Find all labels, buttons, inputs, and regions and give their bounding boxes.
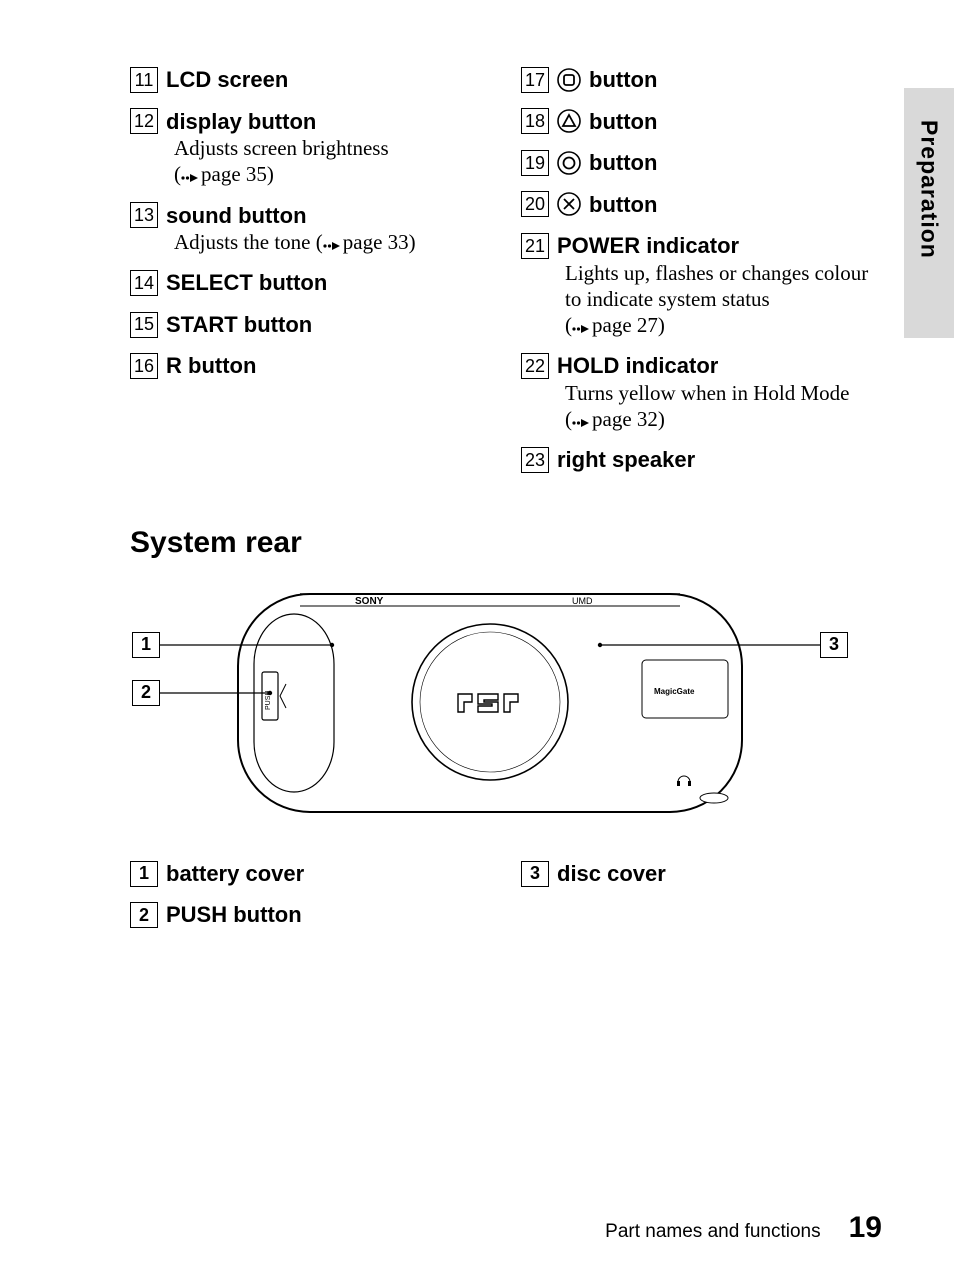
- page-number: 19: [849, 1211, 882, 1245]
- page-ref: (page 33): [316, 230, 416, 254]
- item-title: button: [589, 149, 657, 177]
- item-head: 1 battery cover: [130, 860, 493, 888]
- rear-column-right: 3 disc cover: [521, 860, 884, 943]
- item-title: button: [589, 191, 657, 219]
- item-head: 3 disc cover: [521, 860, 884, 888]
- callout-number-box: 2: [132, 680, 160, 706]
- page-footer: Part names and functions 19: [605, 1211, 882, 1245]
- list-item: 15 START button: [130, 311, 493, 339]
- list-item: 14 SELECT button: [130, 269, 493, 297]
- item-title: disc cover: [557, 860, 666, 888]
- item-number-box: 18: [521, 108, 549, 134]
- circle-icon: [557, 151, 581, 175]
- item-title: PUSH button: [166, 901, 302, 929]
- media-label: UMD: [572, 596, 593, 606]
- item-title: SELECT button: [166, 269, 327, 297]
- list-item: 1 battery cover: [130, 860, 493, 888]
- item-number-box: 22: [521, 353, 549, 379]
- brand-label: SONY: [355, 596, 384, 607]
- item-head: 23 right speaker: [521, 446, 884, 474]
- list-item: 20 button: [521, 191, 884, 219]
- item-title: right speaker: [557, 446, 695, 474]
- list-item: 12 display buttonAdjusts screen brightnes…: [130, 108, 493, 188]
- item-head: 15 START button: [130, 311, 493, 339]
- list-item: 22 HOLD indicatorTurns yellow when in Hol…: [521, 352, 884, 432]
- column-right: 17 button 18 button 19 button 20 button 21 POWER …: [521, 66, 884, 488]
- item-number-box: 17: [521, 67, 549, 93]
- page-ref: (page 35): [174, 162, 274, 186]
- gate-label: MagicGate: [654, 687, 695, 696]
- callout-number-box: 1: [132, 632, 160, 658]
- item-desc: Adjusts the tone (page 33): [174, 229, 493, 255]
- side-tab-label: Preparation: [916, 120, 943, 259]
- side-tab: Preparation: [904, 88, 954, 338]
- item-number-box: 21: [521, 233, 549, 259]
- top-columns: 11 LCD screen 12 display buttonAdjusts scre…: [130, 66, 884, 488]
- list-item: 23 right speaker: [521, 446, 884, 474]
- item-number-box: 1: [130, 861, 158, 887]
- item-title: POWER indicator: [557, 232, 739, 260]
- list-item: 13 sound buttonAdjusts the tone (page 33): [130, 202, 493, 256]
- column-left: 11 LCD screen 12 display buttonAdjusts scre…: [130, 66, 493, 488]
- item-title: button: [589, 66, 657, 94]
- item-number-box: 16: [130, 353, 158, 379]
- item-number-box: 11: [130, 67, 158, 93]
- list-item: 17 button: [521, 66, 884, 94]
- item-title: sound button: [166, 202, 307, 230]
- square-icon: [557, 68, 581, 92]
- list-item: 21 POWER indicatorLights up, flashes or c…: [521, 232, 884, 338]
- item-title: START button: [166, 311, 312, 339]
- item-title: battery cover: [166, 860, 304, 888]
- item-head: 16 R button: [130, 352, 493, 380]
- item-number-box: 20: [521, 191, 549, 217]
- item-number-box: 14: [130, 270, 158, 296]
- list-item: 18 button: [521, 108, 884, 136]
- item-head: 18 button: [521, 108, 884, 136]
- page-ref: (page 27): [565, 313, 665, 337]
- item-head: 17 button: [521, 66, 884, 94]
- section-title: System rear: [130, 526, 884, 560]
- item-number-box: 23: [521, 447, 549, 473]
- cross-icon: [557, 192, 581, 216]
- item-number-box: 3: [521, 861, 549, 887]
- item-title: LCD screen: [166, 66, 288, 94]
- item-number-box: 15: [130, 312, 158, 338]
- item-desc: Adjusts screen brightness(page 35): [174, 135, 493, 188]
- item-desc: Lights up, flashes or changes colour to …: [565, 260, 884, 339]
- item-head: 19 button: [521, 149, 884, 177]
- item-title: display button: [166, 108, 316, 136]
- item-head: 14 SELECT button: [130, 269, 493, 297]
- list-item: 3 disc cover: [521, 860, 884, 888]
- list-item: 16 R button: [130, 352, 493, 380]
- item-number-box: 13: [130, 202, 158, 228]
- item-head: 2 PUSH button: [130, 901, 493, 929]
- item-title: button: [589, 108, 657, 136]
- callout-number-box: 3: [820, 632, 848, 658]
- item-head: 13 sound button: [130, 202, 493, 230]
- footer-text: Part names and functions: [605, 1221, 820, 1243]
- item-head: 11 LCD screen: [130, 66, 493, 94]
- item-head: 20 button: [521, 191, 884, 219]
- rear-column-left: 1 battery cover 2 PUSH button: [130, 860, 493, 943]
- list-item: 19 button: [521, 149, 884, 177]
- item-title: R button: [166, 352, 256, 380]
- item-head: 22 HOLD indicator: [521, 352, 884, 380]
- rear-columns: 1 battery cover 2 PUSH button 3 disc cover: [130, 860, 884, 943]
- triangle-icon: [557, 109, 581, 133]
- item-number-box: 19: [521, 150, 549, 176]
- item-head: 12 display button: [130, 108, 493, 136]
- page-ref: (page 32): [565, 407, 665, 431]
- item-number-box: 12: [130, 108, 158, 134]
- item-number-box: 2: [130, 902, 158, 928]
- item-head: 21 POWER indicator: [521, 232, 884, 260]
- list-item: 2 PUSH button: [130, 901, 493, 929]
- item-title: HOLD indicator: [557, 352, 718, 380]
- list-item: 11 LCD screen: [130, 66, 493, 94]
- psp-rear-svg: SONY UMD PUSH MagicGate: [130, 576, 850, 836]
- item-desc: Turns yellow when in Hold Mode(page 32): [565, 380, 884, 433]
- rear-diagram: SONY UMD PUSH MagicGate: [130, 576, 850, 836]
- page: Preparation 11LCD screen12display button…: [0, 0, 954, 1285]
